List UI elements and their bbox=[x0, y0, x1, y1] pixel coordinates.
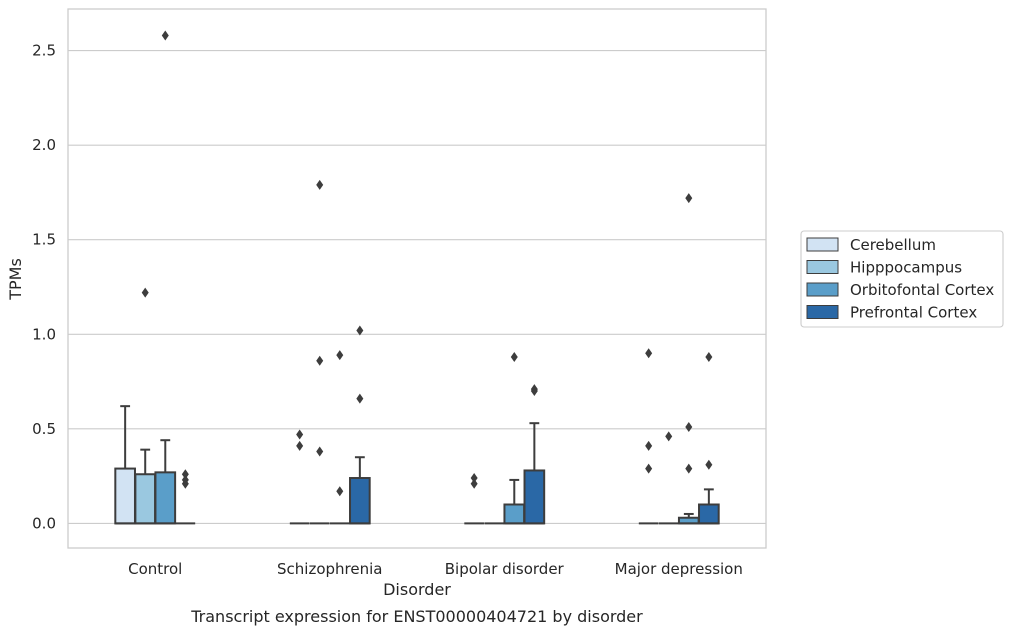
outlier-point bbox=[316, 446, 324, 457]
box-orbitofontal-cortex bbox=[154, 30, 177, 525]
legend-swatch bbox=[806, 237, 839, 252]
legend-frame bbox=[800, 230, 1004, 328]
outlier-point bbox=[181, 474, 189, 485]
outlier-point bbox=[316, 355, 324, 366]
x-tick-label: Major depression bbox=[615, 560, 743, 578]
outlier-point bbox=[685, 463, 693, 474]
outlier-point bbox=[316, 179, 324, 190]
outlier-point bbox=[510, 351, 518, 362]
legend-label: Hipppocampus bbox=[850, 259, 962, 277]
x-tick-label: Control bbox=[128, 560, 182, 578]
plot-area-frame bbox=[67, 8, 767, 549]
y-tick-label: 0.5 bbox=[32, 420, 56, 438]
y-tick-label: 1.5 bbox=[32, 231, 56, 249]
outlier-point bbox=[645, 348, 653, 359]
outlier-point bbox=[645, 440, 653, 451]
legend-label: Prefrontal Cortex bbox=[850, 304, 977, 322]
box-cerebellum bbox=[464, 473, 484, 525]
box-prefrontal-cortex bbox=[698, 351, 720, 525]
box-prefrontal-cortex bbox=[349, 325, 371, 525]
outlier-point bbox=[296, 429, 304, 440]
outlier-point bbox=[336, 350, 344, 361]
box-hipppocampus bbox=[309, 179, 330, 525]
outlier-point bbox=[470, 478, 478, 489]
box-body bbox=[349, 477, 371, 525]
box-body bbox=[114, 467, 136, 525]
outlier-point bbox=[530, 384, 538, 395]
outlier-point bbox=[141, 287, 149, 298]
box-hipppocampus bbox=[658, 431, 679, 525]
box-body bbox=[134, 473, 157, 525]
y-tick-label: 1.0 bbox=[32, 325, 56, 343]
box-body bbox=[523, 469, 546, 525]
y-tick-label: 2.0 bbox=[32, 136, 56, 154]
legend-swatch bbox=[806, 305, 839, 319]
outlier-point bbox=[161, 30, 169, 41]
outlier-point bbox=[705, 351, 713, 362]
box-prefrontal-cortex bbox=[523, 384, 546, 525]
outlier-point bbox=[705, 459, 713, 470]
box-orbitofontal-cortex bbox=[329, 350, 350, 525]
outlier-point bbox=[356, 393, 364, 404]
x-axis-label: Disorder bbox=[383, 580, 451, 599]
y-axis-label: TPMs bbox=[6, 258, 25, 301]
box-cerebellum bbox=[289, 429, 310, 525]
legend-label: Cerebellum bbox=[850, 236, 936, 254]
chart-caption: Transcript expression for ENST0000040472… bbox=[190, 607, 643, 626]
x-tick-label: Bipolar disorder bbox=[445, 560, 565, 578]
box-body bbox=[698, 503, 720, 525]
outlier-point bbox=[685, 193, 693, 204]
y-tick-label: 2.5 bbox=[32, 42, 56, 60]
outlier-point bbox=[296, 440, 304, 451]
legend-swatch bbox=[806, 282, 839, 297]
outlier-point bbox=[470, 473, 478, 484]
outlier-point bbox=[665, 431, 673, 442]
outlier-point bbox=[336, 486, 344, 497]
box-body bbox=[154, 471, 177, 525]
outlier-point bbox=[356, 325, 364, 336]
box-body bbox=[503, 503, 526, 525]
outlier-point bbox=[685, 421, 693, 432]
outlier-point bbox=[181, 469, 189, 480]
legend-swatch bbox=[806, 260, 839, 274]
legend-label: Orbitofontal Cortex bbox=[850, 281, 994, 299]
box-prefrontal-cortex bbox=[175, 469, 196, 525]
y-tick-label: 0.0 bbox=[32, 514, 56, 532]
box-orbitofontal-cortex bbox=[677, 193, 700, 525]
box-cerebellum bbox=[638, 348, 659, 525]
x-tick-label: Schizophrenia bbox=[277, 560, 382, 578]
outlier-point bbox=[645, 463, 653, 474]
